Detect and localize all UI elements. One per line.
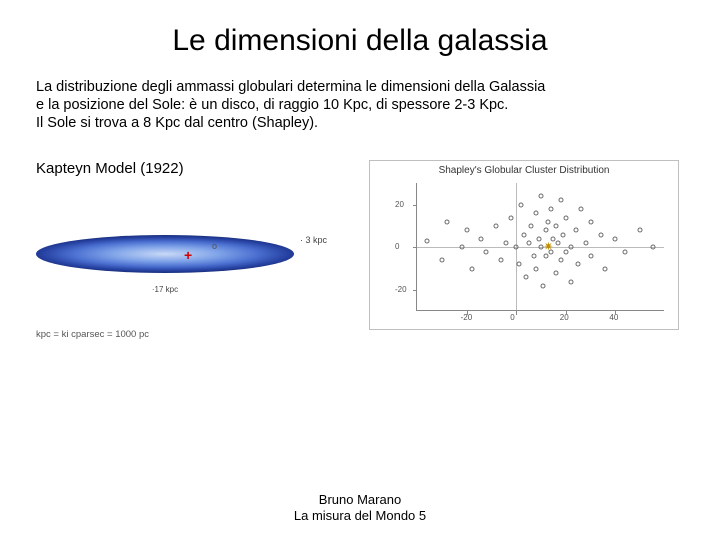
cluster-point	[494, 224, 499, 229]
cluster-point	[568, 279, 573, 284]
cluster-point	[556, 241, 561, 246]
cluster-point	[553, 270, 558, 275]
cluster-point	[613, 236, 618, 241]
y-tick: 0	[395, 242, 399, 251]
cluster-point	[439, 258, 444, 263]
width-label: ︶︶︶︶︶︶︶︶︶︶︶︶︶︶︶︶︶ ·17 kpc	[36, 281, 294, 294]
sun-plus-icon: +	[184, 247, 192, 263]
cluster-point	[424, 238, 429, 243]
cluster-point	[588, 253, 593, 258]
cluster-point	[509, 215, 514, 220]
cluster-point	[543, 228, 548, 233]
cluster-point	[484, 249, 489, 254]
width-label-text: ·17 kpc	[152, 285, 178, 294]
body-line1: La distribuzione degli ammassi globulari…	[36, 78, 684, 96]
cluster-point	[524, 275, 529, 280]
footer-name: Bruno Marano	[0, 492, 720, 508]
scatter-box: Shapley's Globular Cluster Distribution …	[369, 160, 679, 330]
intro-text: La distribuzione degli ammassi globulari…	[36, 78, 684, 132]
cluster-point	[576, 262, 581, 267]
footer: Bruno Marano La misura del Mondo 5	[0, 492, 720, 525]
galaxy-ellipse	[36, 235, 294, 273]
cluster-point	[534, 211, 539, 216]
cluster-point	[588, 219, 593, 224]
cluster-point	[578, 206, 583, 211]
cluster-point	[598, 232, 603, 237]
kapteyn-figure: Kapteyn Model (1922) + o · 3 kpc ︶︶︶︶︶︶︶…	[36, 160, 351, 340]
cluster-point	[548, 206, 553, 211]
cluster-point	[539, 194, 544, 199]
cluster-point	[568, 245, 573, 250]
shapley-figure: Shapley's Globular Cluster Distribution …	[369, 160, 684, 330]
cluster-point	[541, 283, 546, 288]
x-tick: 0	[510, 313, 514, 322]
cluster-point	[534, 266, 539, 271]
cluster-point	[519, 202, 524, 207]
cluster-point	[469, 266, 474, 271]
footer-course: La misura del Mondo 5	[0, 508, 720, 524]
cluster-point	[444, 219, 449, 224]
scatter-title: Shapley's Globular Cluster Distribution	[370, 161, 678, 176]
cluster-point	[638, 228, 643, 233]
cluster-point	[543, 253, 548, 258]
cluster-point	[536, 236, 541, 241]
cluster-point	[516, 262, 521, 267]
x-tick: 40	[609, 313, 618, 322]
cluster-point	[583, 241, 588, 246]
cluster-point	[521, 232, 526, 237]
page-title: Le dimensioni della galassia	[36, 24, 684, 58]
cluster-point	[558, 258, 563, 263]
sun-o-icon: o	[212, 241, 217, 251]
body-line3: Il Sole si trova a 8 Kpc dal centro (Sha…	[36, 114, 684, 132]
cluster-point	[563, 249, 568, 254]
y-tick: -20	[395, 285, 407, 294]
cluster-point	[573, 228, 578, 233]
body-line2: e la posizione del Sole: è un disco, di …	[36, 96, 684, 114]
cluster-point	[464, 228, 469, 233]
cluster-point	[479, 236, 484, 241]
cluster-point	[499, 258, 504, 263]
plot-area: -2002040-20020✷	[416, 183, 664, 311]
thickness-label: · 3 kpc	[300, 235, 340, 245]
cluster-point	[546, 219, 551, 224]
cluster-point	[650, 245, 655, 250]
kpc-note: kpc = ki cparsec = 1000 pc	[36, 329, 351, 340]
cluster-point	[558, 198, 563, 203]
y-tick: 20	[395, 200, 404, 209]
barycentre-icon: ✷	[543, 240, 553, 254]
cluster-point	[526, 241, 531, 246]
cluster-point	[563, 215, 568, 220]
x-tick: 20	[560, 313, 569, 322]
cluster-point	[459, 245, 464, 250]
cluster-point	[531, 253, 536, 258]
cluster-point	[529, 224, 534, 229]
kapteyn-ellipse-wrap: + o · 3 kpc ︶︶︶︶︶︶︶︶︶︶︶︶︶︶︶︶︶ ·17 kpc	[36, 211, 336, 301]
cluster-point	[504, 241, 509, 246]
cluster-point	[553, 224, 558, 229]
cluster-point	[561, 232, 566, 237]
cluster-point	[514, 245, 519, 250]
cluster-point	[623, 249, 628, 254]
cluster-point	[603, 266, 608, 271]
kapteyn-label: Kapteyn Model (1922)	[36, 160, 351, 177]
